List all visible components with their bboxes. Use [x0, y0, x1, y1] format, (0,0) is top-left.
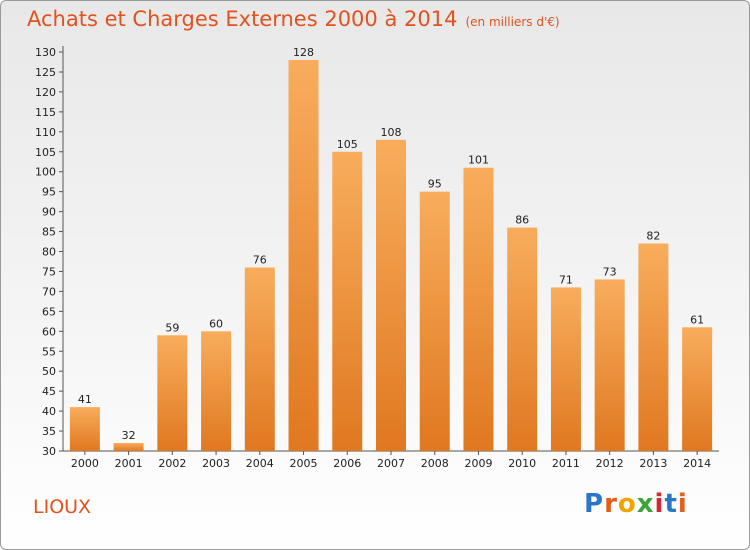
- bar-value-label: 60: [209, 317, 223, 330]
- data-labels: 41 32 59 60 76 128 105 108 95 101 86 71 73 82 61: [78, 46, 704, 442]
- bar-value-label: 41: [78, 393, 92, 406]
- bar: [638, 243, 669, 451]
- bar-value-label: 108: [381, 126, 402, 139]
- logo-letter: o: [617, 489, 637, 519]
- x-tick-label: 2003: [202, 457, 230, 470]
- y-tick-label: 50: [42, 365, 56, 378]
- y-tick-label: 110: [35, 126, 56, 139]
- y-tick-label: 80: [42, 246, 56, 259]
- y-tick-label: 30: [42, 445, 56, 458]
- y-tick-label: 130: [35, 46, 56, 59]
- bar: [507, 227, 538, 451]
- y-tick-label: 125: [35, 66, 56, 79]
- bar-value-label: 82: [646, 230, 660, 243]
- x-tick-label: 2001: [115, 457, 143, 470]
- bar: [550, 287, 581, 451]
- bar: [113, 443, 144, 451]
- y-tick-label: 70: [42, 285, 56, 298]
- bar: [201, 331, 232, 451]
- y-tick-label: 95: [42, 186, 56, 199]
- x-tick-label: 2012: [596, 457, 624, 470]
- logo-letter: t: [664, 489, 678, 519]
- bar-value-label: 61: [690, 313, 704, 326]
- bar: [288, 59, 319, 451]
- bar: [69, 407, 100, 451]
- chart-title-text: Achats et Charges Externes 2000 à 2014: [27, 7, 458, 31]
- x-tick-label: 2000: [71, 457, 99, 470]
- x-tick-label: 2013: [639, 457, 667, 470]
- bar-value-label: 32: [122, 429, 136, 442]
- y-tick-label: 75: [42, 265, 56, 278]
- y-tick-label: 55: [42, 345, 56, 358]
- y-tick-label: 100: [35, 166, 56, 179]
- x-tick-label: 2006: [333, 457, 361, 470]
- bar: [376, 139, 406, 451]
- chart-unit: (en milliers d'€): [465, 15, 560, 29]
- x-tick-label: 2011: [552, 457, 580, 470]
- x-tick-label: 2005: [290, 457, 318, 470]
- bar: [682, 327, 713, 451]
- bar: [463, 167, 494, 451]
- y-tick-label: 40: [42, 405, 56, 418]
- y-tick-label: 45: [42, 385, 56, 398]
- y-tick-label: 115: [35, 106, 56, 119]
- bar: [594, 279, 625, 451]
- logo-letter: x: [636, 489, 655, 519]
- bar-value-label: 101: [468, 154, 489, 167]
- x-tick-label: 2014: [683, 457, 711, 470]
- proxiti-logo: Proxiti: [584, 489, 688, 519]
- bar-value-label: 86: [515, 214, 529, 227]
- y-tick-label: 120: [35, 86, 56, 99]
- x-tick-label: 2004: [246, 457, 274, 470]
- bar-value-label: 73: [603, 265, 617, 278]
- bar: [332, 151, 363, 451]
- commune-name: LIOUX: [33, 496, 92, 518]
- x-tick-label: 2007: [377, 457, 405, 470]
- y-tick-label: 35: [42, 425, 56, 438]
- y-tick-label: 65: [42, 305, 56, 318]
- axes: 30 35 40 45 50 55 60 65 70 75 80 85 90 95 100 105 110 115…: [35, 46, 719, 470]
- bar-value-label: 59: [165, 321, 179, 334]
- bars: [69, 59, 713, 451]
- logo-letter: r: [604, 489, 618, 519]
- bar: [419, 191, 450, 451]
- y-tick-label: 90: [42, 206, 56, 219]
- logo-letter: P: [584, 489, 605, 519]
- y-tick-label: 85: [42, 226, 56, 239]
- bar-value-label: 128: [293, 46, 314, 59]
- x-tick-label: 2002: [158, 457, 186, 470]
- bar: [157, 335, 188, 451]
- bar: [244, 267, 275, 451]
- x-tick-label: 2010: [508, 457, 536, 470]
- logo-letter: i: [654, 489, 665, 519]
- chart-title: Achats et Charges Externes 2000 à 2014 (e…: [27, 7, 560, 31]
- bar-value-label: 71: [559, 273, 573, 286]
- logo-letter: i: [677, 489, 688, 519]
- y-tick-label: 105: [35, 146, 56, 159]
- x-tick-label: 2009: [464, 457, 492, 470]
- bar-value-label: 95: [428, 178, 442, 191]
- bar-value-label: 76: [253, 253, 267, 266]
- x-tick-label: 2008: [421, 457, 449, 470]
- y-tick-label: 60: [42, 325, 56, 338]
- bar-value-label: 105: [337, 138, 358, 151]
